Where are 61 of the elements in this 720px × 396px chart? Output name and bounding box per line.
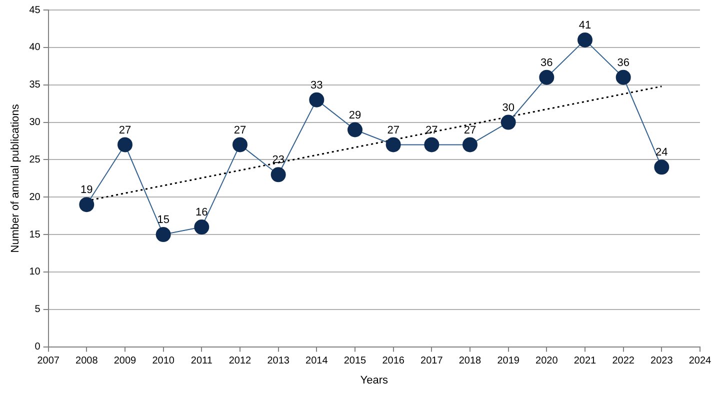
point: [539, 70, 554, 85]
data-label: 33: [310, 79, 323, 92]
y-tick-label: 45: [29, 4, 41, 16]
x-tick-label: 2009: [114, 356, 137, 367]
y-tick-label: 40: [29, 42, 41, 54]
x-tick-label: 2015: [344, 356, 367, 367]
point: [117, 137, 132, 152]
x-tick-label: 2007: [37, 356, 60, 367]
data-label: 36: [540, 56, 553, 69]
y-tick-label: 25: [29, 154, 41, 166]
data-label: 19: [80, 184, 93, 196]
x-tick-label: 2016: [382, 356, 405, 367]
point: [462, 137, 478, 152]
data-label: 29: [348, 109, 362, 122]
x-axis-title: Years: [360, 374, 389, 386]
data-label: 24: [656, 146, 668, 159]
point: [654, 160, 670, 175]
data-label: 23: [272, 154, 284, 166]
x-tick-label: 2020: [536, 356, 558, 367]
x-tick-label: 2011: [190, 356, 213, 367]
point: [156, 227, 171, 242]
x-tick-label: 2024: [688, 356, 712, 367]
x-tick-label: 2023: [650, 356, 674, 367]
point: [232, 137, 248, 152]
y-tick-label: 15: [29, 229, 41, 240]
data-label: 27: [118, 124, 132, 136]
data-label: 27: [387, 124, 400, 136]
data-label: 41: [578, 19, 592, 32]
x-tick-label: 2014: [306, 356, 328, 367]
point: [309, 92, 324, 108]
y-tick-label: 35: [29, 80, 41, 91]
point: [386, 137, 401, 152]
x-tick-label: 2012: [228, 356, 252, 367]
point: [500, 114, 516, 130]
data-label: 16: [196, 206, 208, 219]
y-axis-title: Number of annual publications: [10, 104, 22, 253]
point: [616, 70, 631, 85]
data-label: 15: [157, 214, 170, 226]
data-label: 30: [502, 102, 514, 114]
x-tick-label: 2010: [152, 356, 175, 367]
point: [194, 220, 210, 235]
data-label: 27: [464, 124, 476, 136]
x-tick-label: 2013: [267, 356, 290, 367]
y-tick-label: 10: [29, 266, 41, 278]
point: [79, 197, 94, 212]
x-tick-label: 2022: [612, 356, 635, 367]
y-tick-label: 0: [34, 342, 41, 353]
x-tick-label: 2021: [574, 356, 597, 367]
y-tick-label: 30: [29, 117, 41, 128]
x-tick-label: 2019: [497, 356, 520, 367]
y-tick-label: 5: [34, 304, 41, 316]
x-tick-label: 2008: [76, 356, 98, 367]
point: [270, 167, 286, 182]
data-label: 27: [234, 124, 246, 136]
x-tick-label: 2018: [458, 356, 482, 367]
y-tick-label: 20: [29, 192, 41, 203]
data-label: 36: [617, 56, 630, 69]
point: [424, 137, 440, 152]
point: [347, 122, 362, 138]
point: [578, 32, 592, 48]
x-tick-label: 2017: [420, 356, 444, 367]
